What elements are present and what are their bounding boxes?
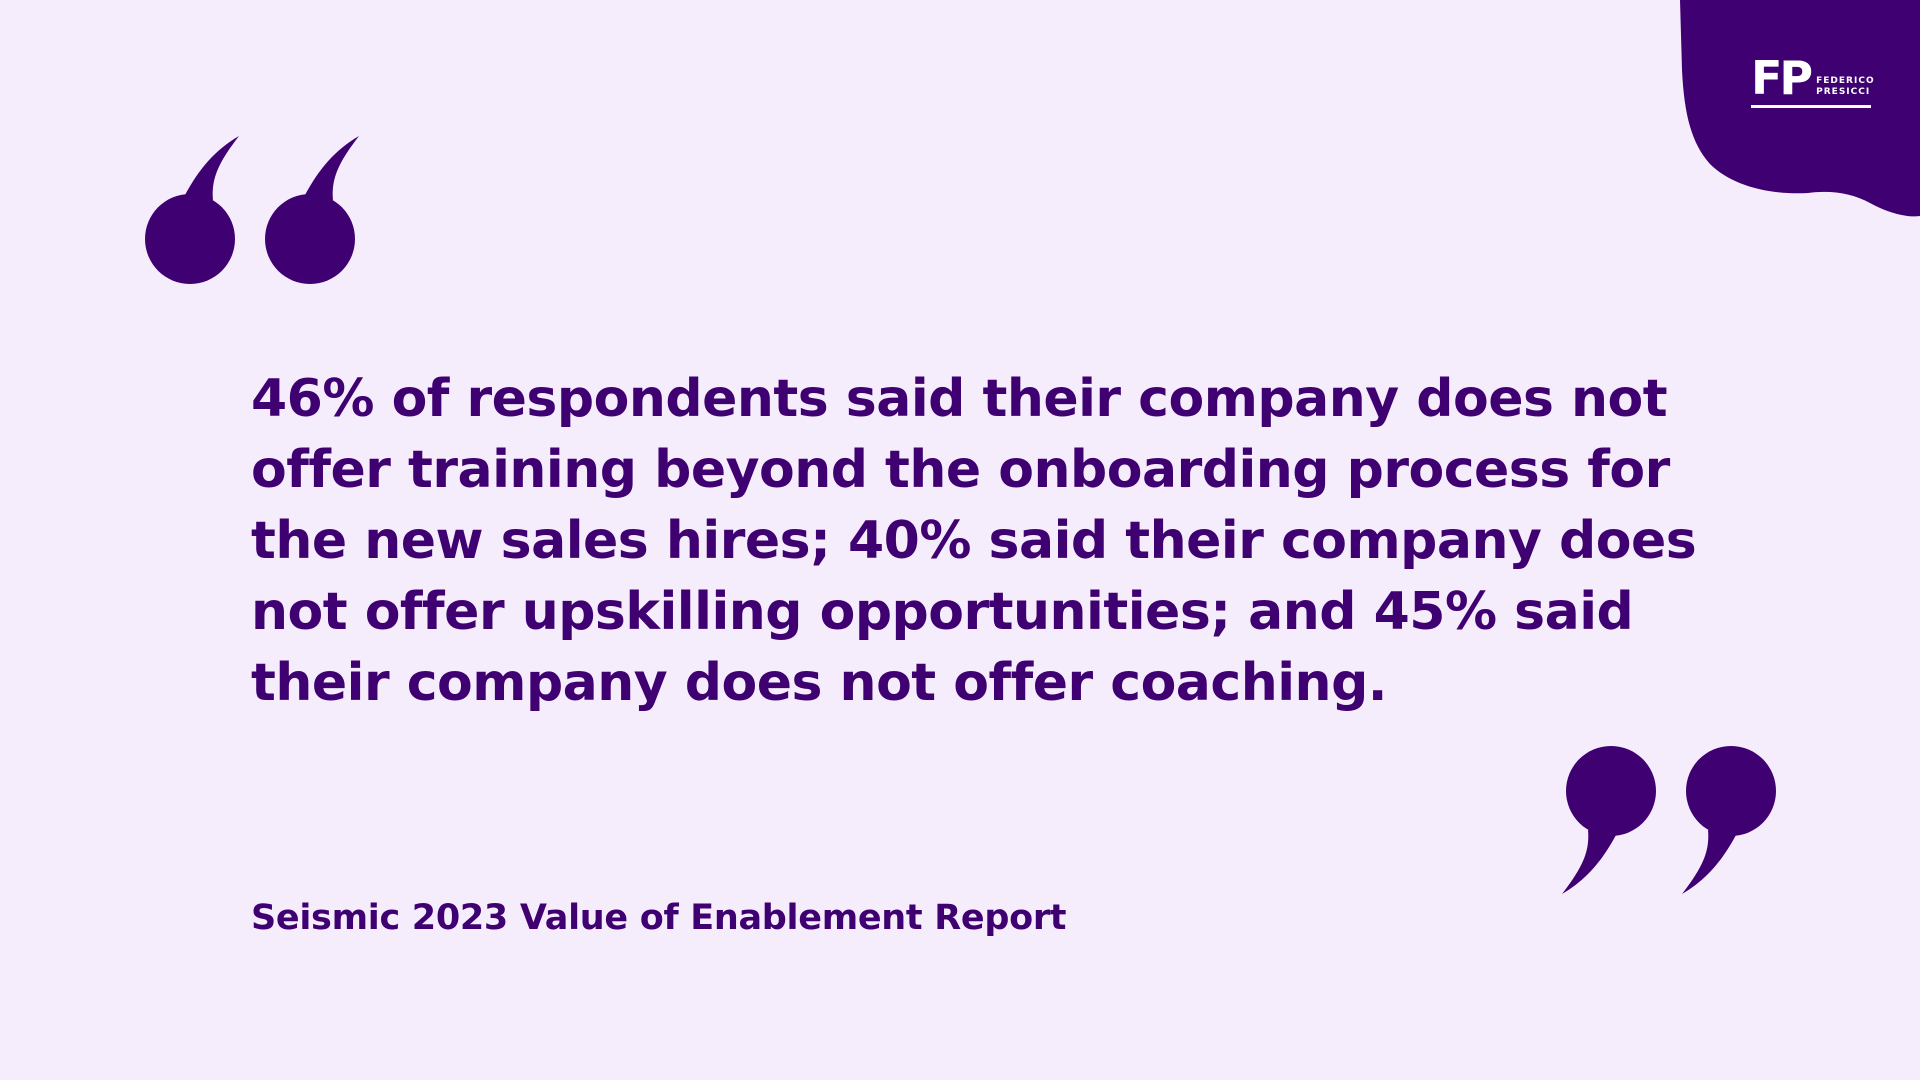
logo-mark: FP <box>1751 51 1813 105</box>
quote-source: Seismic 2023 Value of Enablement Report <box>251 898 1067 938</box>
logo-name: FEDERICO PRESICCI <box>1816 76 1874 98</box>
brand-logo[interactable]: FP FEDERICO PRESICCI <box>1751 51 1874 108</box>
corner-blob-shape <box>1680 0 1920 217</box>
logo-underline <box>1751 105 1871 108</box>
logo-name-last: PRESICCI <box>1816 87 1871 97</box>
logo-name-first: FEDERICO <box>1816 76 1875 86</box>
open-quote-icon <box>145 136 359 284</box>
quote-text: 46% of respondents said their company do… <box>251 369 1697 713</box>
close-quote-icon <box>1562 746 1776 894</box>
